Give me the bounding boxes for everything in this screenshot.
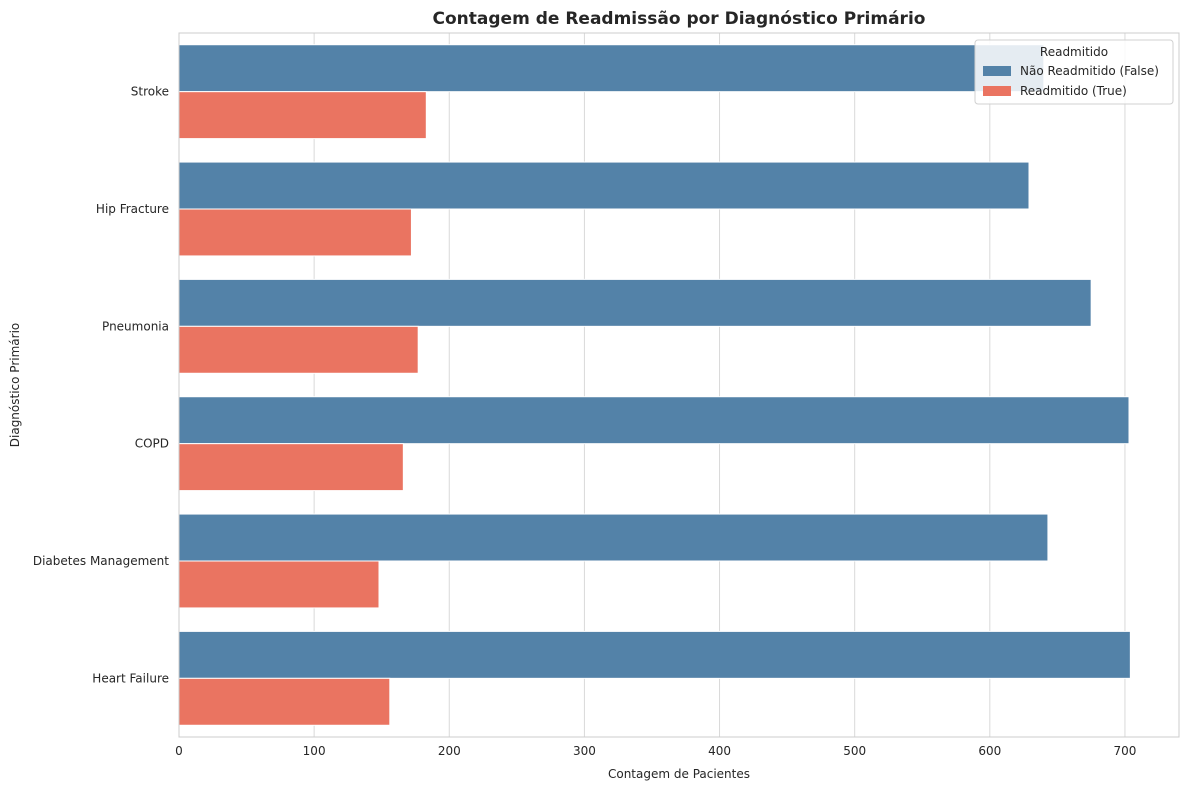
plot-frame: [178, 32, 1180, 738]
legend-label: Readmitido (True): [1020, 84, 1127, 98]
bar-readmitted: [178, 208, 412, 257]
bar-not-readmitted: [178, 161, 1030, 210]
x-tick-label: 500: [843, 744, 866, 758]
bar-readmitted: [178, 443, 404, 492]
x-tick-label: 400: [708, 744, 731, 758]
bar-not-readmitted: [178, 513, 1049, 562]
x-tick-label: 600: [978, 744, 1001, 758]
chart-title: Contagem de Readmissão por Diagnóstico P…: [433, 9, 926, 29]
y-tick-label: COPD: [135, 437, 169, 451]
y-tick-label: Stroke: [131, 85, 169, 99]
legend: Readmitido Não Readmitido (False) Readmit…: [974, 39, 1174, 105]
y-tick-label: Heart Failure: [92, 671, 169, 685]
bar-readmitted: [178, 91, 427, 140]
legend-items: Não Readmitido (False) Readmitido (True): [983, 64, 1159, 98]
x-axis-label: Contagem de Pacientes: [608, 767, 750, 781]
bar-readmitted: [178, 325, 419, 374]
x-tick-label: 700: [1113, 744, 1136, 758]
y-tick-label: Hip Fracture: [96, 202, 169, 216]
y-tick-label: Pneumonia: [102, 319, 169, 333]
bar-not-readmitted: [178, 396, 1130, 445]
legend-swatch: [983, 86, 1011, 96]
bar-not-readmitted: [178, 278, 1092, 327]
legend-box: [974, 39, 1174, 105]
legend-label: Não Readmitido (False): [1020, 64, 1159, 78]
x-tick-label: 200: [438, 744, 461, 758]
legend-title: Readmitido: [1040, 45, 1108, 59]
legend-swatch: [983, 66, 1011, 76]
x-tick-label: 0: [175, 744, 183, 758]
x-tick-label: 100: [303, 744, 326, 758]
y-tick-label: Diabetes Management: [33, 554, 169, 568]
bar-readmitted: [178, 560, 380, 609]
bar-not-readmitted: [178, 630, 1131, 679]
tick-labels: 0 100 200 300 400 500 600 700 Stroke Hip Fracture…: [33, 85, 1137, 758]
y-axis-label: Diagnóstico Primário: [8, 323, 22, 447]
bar-readmitted: [178, 677, 391, 726]
x-tick-label: 300: [573, 744, 596, 758]
plot-background: [179, 33, 1179, 737]
bar-not-readmitted: [178, 44, 1045, 93]
